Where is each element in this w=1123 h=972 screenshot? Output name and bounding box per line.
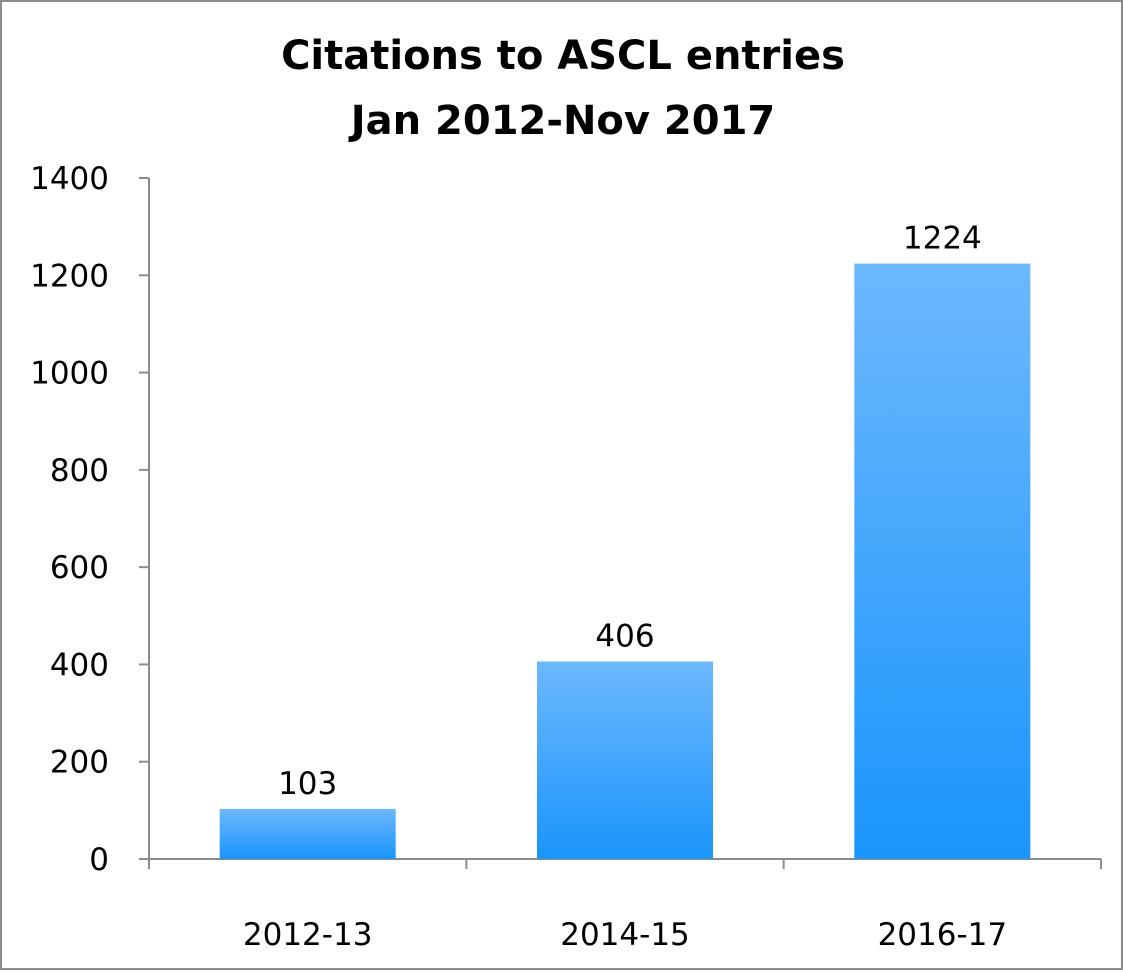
y-tick-label: 1000: [30, 356, 109, 392]
data-labels: 103 406 1224: [278, 221, 982, 802]
bar: [219, 808, 396, 859]
x-tick-label: 2014-15: [560, 917, 690, 953]
x-axis: 2012-13 2014-15 2016-17: [148, 858, 1102, 953]
chart-subtitle: Jan 2012-Nov 2017: [348, 98, 776, 144]
x-tick-label: 2016-17: [878, 917, 1008, 953]
y-tick-label: 1400: [30, 161, 109, 197]
bar-value-label: 103: [278, 766, 337, 802]
bar: [854, 263, 1031, 859]
y-tick-label: 800: [50, 453, 109, 489]
bars: [219, 263, 1031, 859]
y-tick-label: 400: [50, 647, 109, 683]
bar: [537, 661, 713, 859]
y-tick-label: 600: [50, 550, 109, 586]
chart-title: Citations to ASCL entries: [281, 33, 845, 79]
y-tick-label: 0: [89, 842, 109, 878]
y-axis: 0 200 400 600 800 1000 1200 1400: [30, 161, 150, 878]
bar-value-label: 406: [595, 619, 654, 655]
y-tick-label: 1200: [30, 258, 109, 294]
bar-value-label: 1224: [903, 221, 982, 257]
y-tick-label: 200: [50, 745, 109, 781]
x-tick-label: 2012-13: [243, 917, 373, 953]
